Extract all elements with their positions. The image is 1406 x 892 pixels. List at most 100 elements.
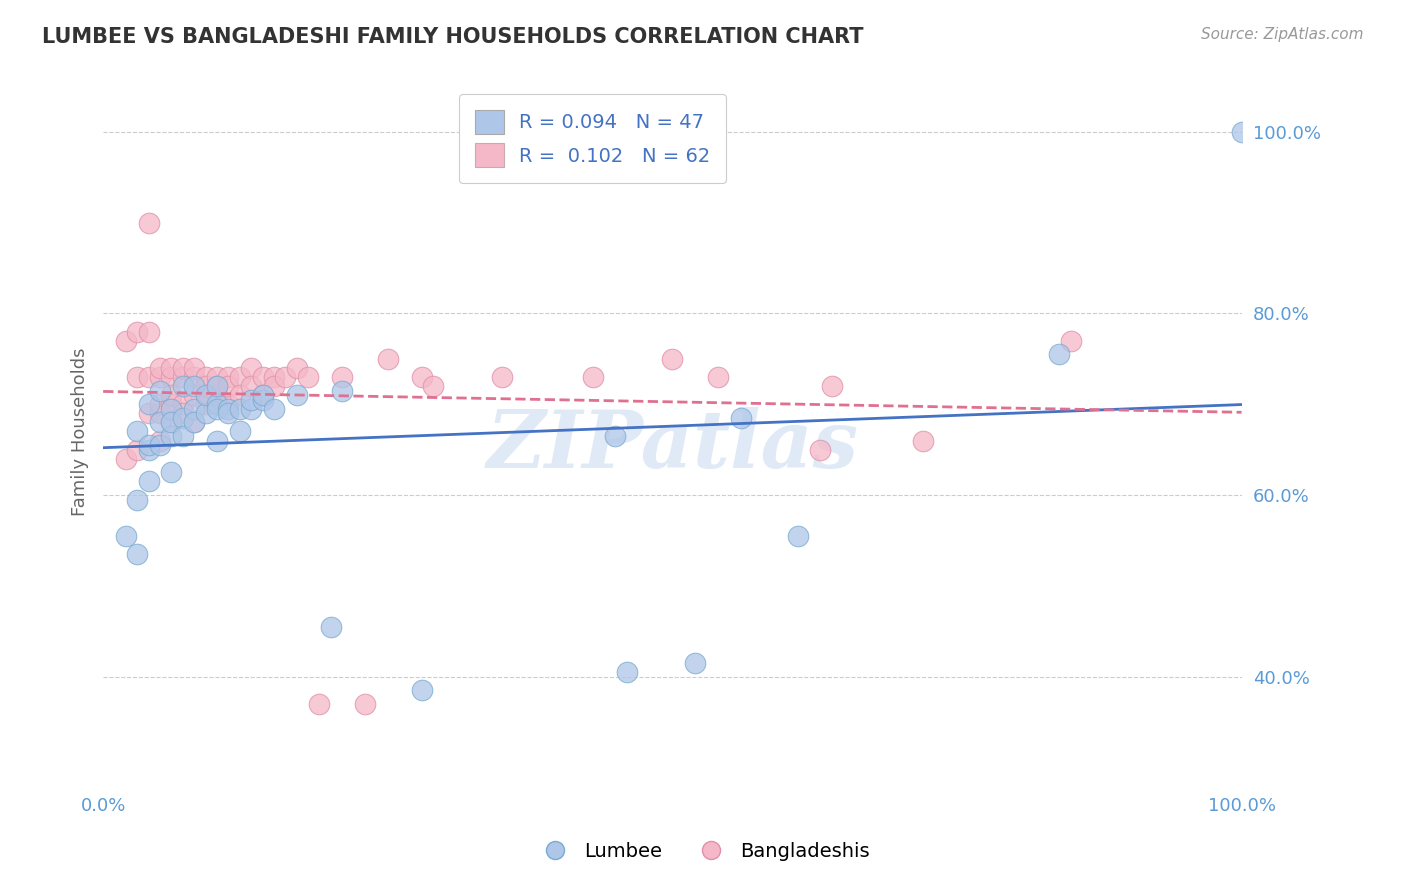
Point bbox=[205, 388, 228, 402]
Point bbox=[205, 434, 228, 448]
Point bbox=[285, 388, 308, 402]
Point bbox=[707, 370, 730, 384]
Point bbox=[263, 401, 285, 416]
Point bbox=[183, 360, 205, 375]
Point bbox=[229, 401, 252, 416]
Point bbox=[205, 379, 228, 393]
Point bbox=[194, 388, 217, 402]
Point bbox=[240, 379, 263, 393]
Legend: Lumbee, Bangladeshis: Lumbee, Bangladeshis bbox=[529, 834, 877, 869]
Point bbox=[172, 360, 194, 375]
Point bbox=[149, 406, 172, 420]
Point bbox=[319, 619, 342, 633]
Point bbox=[194, 370, 217, 384]
Point bbox=[160, 401, 183, 416]
Point bbox=[149, 397, 172, 411]
Point bbox=[330, 370, 353, 384]
Point bbox=[149, 360, 172, 375]
Point bbox=[217, 406, 239, 420]
Point bbox=[582, 370, 605, 384]
Point bbox=[1060, 334, 1083, 348]
Point bbox=[252, 392, 274, 407]
Point bbox=[172, 429, 194, 443]
Point bbox=[1230, 125, 1253, 139]
Point bbox=[194, 388, 217, 402]
Point bbox=[115, 334, 138, 348]
Point bbox=[411, 683, 433, 698]
Point bbox=[661, 351, 683, 366]
Point bbox=[252, 370, 274, 384]
Point bbox=[138, 438, 160, 452]
Point bbox=[605, 429, 627, 443]
Point bbox=[252, 388, 274, 402]
Point bbox=[138, 475, 160, 489]
Point bbox=[127, 547, 149, 561]
Point bbox=[138, 216, 160, 230]
Point bbox=[205, 379, 228, 393]
Point bbox=[183, 388, 205, 402]
Point bbox=[160, 370, 183, 384]
Point bbox=[127, 492, 149, 507]
Legend: R = 0.094   N = 47, R =  0.102   N = 62: R = 0.094 N = 47, R = 0.102 N = 62 bbox=[460, 95, 727, 183]
Point bbox=[160, 416, 183, 430]
Point bbox=[149, 416, 172, 430]
Point bbox=[194, 406, 217, 420]
Point bbox=[240, 360, 263, 375]
Point bbox=[786, 529, 808, 543]
Point bbox=[149, 434, 172, 448]
Point bbox=[149, 384, 172, 398]
Point bbox=[149, 370, 172, 384]
Point bbox=[183, 370, 205, 384]
Point bbox=[411, 370, 433, 384]
Point bbox=[683, 656, 706, 670]
Point bbox=[377, 351, 399, 366]
Point bbox=[616, 665, 638, 679]
Point bbox=[205, 401, 228, 416]
Text: ZIPatlas: ZIPatlas bbox=[486, 407, 859, 484]
Point bbox=[821, 379, 844, 393]
Point bbox=[808, 442, 831, 457]
Point bbox=[160, 429, 183, 443]
Point bbox=[160, 465, 183, 479]
Point bbox=[217, 370, 239, 384]
Point bbox=[183, 416, 205, 430]
Point bbox=[205, 370, 228, 384]
Point bbox=[491, 370, 513, 384]
Point bbox=[422, 379, 444, 393]
Point bbox=[229, 370, 252, 384]
Point bbox=[297, 370, 319, 384]
Point bbox=[229, 388, 252, 402]
Text: Source: ZipAtlas.com: Source: ZipAtlas.com bbox=[1201, 27, 1364, 42]
Point bbox=[263, 370, 285, 384]
Point bbox=[138, 325, 160, 339]
Point bbox=[285, 360, 308, 375]
Point bbox=[330, 384, 353, 398]
Point bbox=[183, 379, 205, 393]
Point bbox=[127, 325, 149, 339]
Point bbox=[172, 406, 194, 420]
Point bbox=[115, 451, 138, 466]
Point bbox=[911, 434, 934, 448]
Point bbox=[115, 529, 138, 543]
Point bbox=[240, 392, 263, 407]
Point bbox=[149, 438, 172, 452]
Point bbox=[308, 697, 330, 711]
Point bbox=[194, 397, 217, 411]
Point bbox=[160, 416, 183, 430]
Point bbox=[127, 370, 149, 384]
Text: LUMBEE VS BANGLADESHI FAMILY HOUSEHOLDS CORRELATION CHART: LUMBEE VS BANGLADESHI FAMILY HOUSEHOLDS … bbox=[42, 27, 863, 46]
Point bbox=[138, 370, 160, 384]
Point bbox=[263, 379, 285, 393]
Point bbox=[274, 370, 297, 384]
Point bbox=[183, 416, 205, 430]
Point bbox=[205, 397, 228, 411]
Point bbox=[127, 425, 149, 439]
Point bbox=[138, 406, 160, 420]
Point bbox=[730, 410, 752, 425]
Point bbox=[217, 379, 239, 393]
Point bbox=[172, 370, 194, 384]
Y-axis label: Family Households: Family Households bbox=[72, 347, 89, 516]
Point bbox=[1049, 347, 1071, 361]
Point bbox=[183, 401, 205, 416]
Point bbox=[172, 410, 194, 425]
